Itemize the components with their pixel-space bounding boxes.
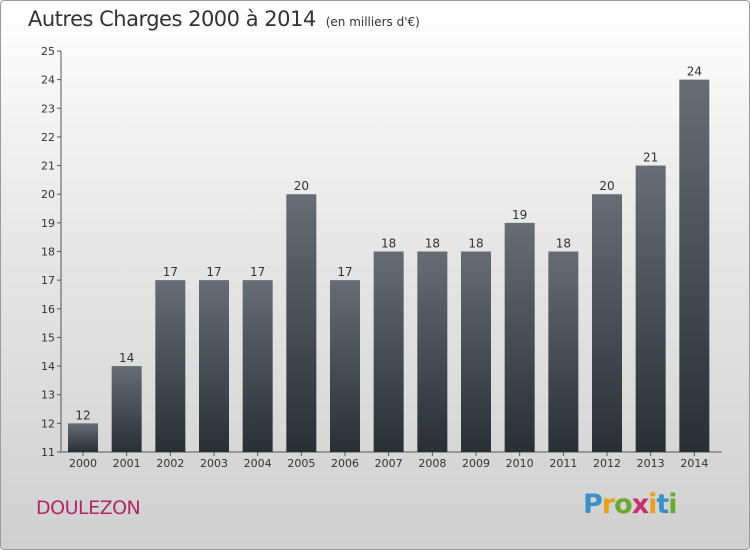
data-label-2014: 24 — [687, 65, 702, 79]
x-tick-label: 2009 — [462, 457, 490, 470]
bar-2014 — [679, 79, 710, 453]
bar-2010 — [504, 222, 535, 452]
y-tick-label: 19 — [41, 217, 55, 230]
x-tick-label: 2005 — [287, 457, 315, 470]
x-tick-label: 2011 — [549, 457, 577, 470]
x-tick-label: 2002 — [156, 457, 184, 470]
data-label-2001: 14 — [119, 351, 134, 365]
data-label-2007: 18 — [381, 237, 396, 251]
y-tick-label: 14 — [41, 360, 55, 373]
commune-name: DOULEZON — [36, 497, 141, 519]
bar-2008 — [417, 251, 448, 452]
data-label-2013: 21 — [643, 151, 658, 165]
bar-2006 — [330, 280, 360, 452]
bar-2001 — [111, 366, 142, 452]
y-tick-label: 21 — [41, 160, 55, 173]
x-tick-label: 2008 — [418, 457, 446, 470]
y-tick-label: 20 — [41, 188, 55, 201]
bar-2002 — [155, 280, 186, 452]
chart-subtitle: (en milliers d'€) — [325, 15, 420, 29]
y-tick-label: 12 — [41, 417, 55, 430]
bar-2003 — [199, 280, 229, 452]
data-label-2009: 18 — [468, 237, 483, 251]
chart-title: Autres Charges 2000 à 2014 (en milliers d… — [28, 7, 420, 31]
data-label-2010: 19 — [512, 208, 527, 222]
data-label-2008: 18 — [425, 237, 440, 251]
data-label-2012: 20 — [599, 179, 614, 193]
bar-2000 — [68, 423, 98, 452]
data-label-2006: 17 — [337, 265, 352, 279]
y-tick-label: 24 — [41, 74, 55, 87]
y-tick-label: 15 — [41, 331, 55, 344]
bar-2005 — [286, 194, 317, 452]
x-tick-label: 2001 — [113, 457, 141, 470]
proxiti-logo: Proxiti — [583, 489, 678, 520]
bar-2009 — [461, 251, 491, 452]
title-text: Autres Charges 2000 à 2014 — [28, 7, 316, 31]
y-tick-label: 22 — [41, 131, 55, 144]
bar-2004 — [242, 280, 273, 452]
y-tick-label: 16 — [41, 303, 55, 316]
x-tick-label: 2013 — [637, 457, 665, 470]
data-label-2003: 17 — [206, 265, 221, 279]
x-tick-label: 2004 — [244, 457, 272, 470]
y-tick-label: 17 — [41, 274, 55, 287]
bar-2011 — [548, 251, 579, 452]
y-tick-label: 25 — [41, 45, 55, 58]
data-label-2002: 17 — [163, 265, 178, 279]
x-tick-label: 2003 — [200, 457, 228, 470]
data-label-2000: 12 — [75, 408, 90, 422]
y-tick-label: 23 — [41, 102, 55, 115]
bar-2012 — [592, 194, 622, 452]
x-tick-label: 2012 — [593, 457, 621, 470]
x-tick-label: 2010 — [506, 457, 534, 470]
y-tick-label: 18 — [41, 246, 55, 259]
x-tick-label: 2006 — [331, 457, 359, 470]
data-label-2005: 20 — [294, 179, 309, 193]
data-label-2011: 18 — [556, 237, 571, 251]
bar-2007 — [373, 251, 404, 452]
bar-2013 — [635, 165, 666, 453]
y-tick-label: 13 — [41, 389, 55, 402]
x-tick-label: 2000 — [69, 457, 97, 470]
x-tick-label: 2014 — [680, 457, 708, 470]
x-tick-label: 2007 — [375, 457, 403, 470]
data-label-2004: 17 — [250, 265, 265, 279]
y-tick-label: 11 — [41, 446, 55, 459]
